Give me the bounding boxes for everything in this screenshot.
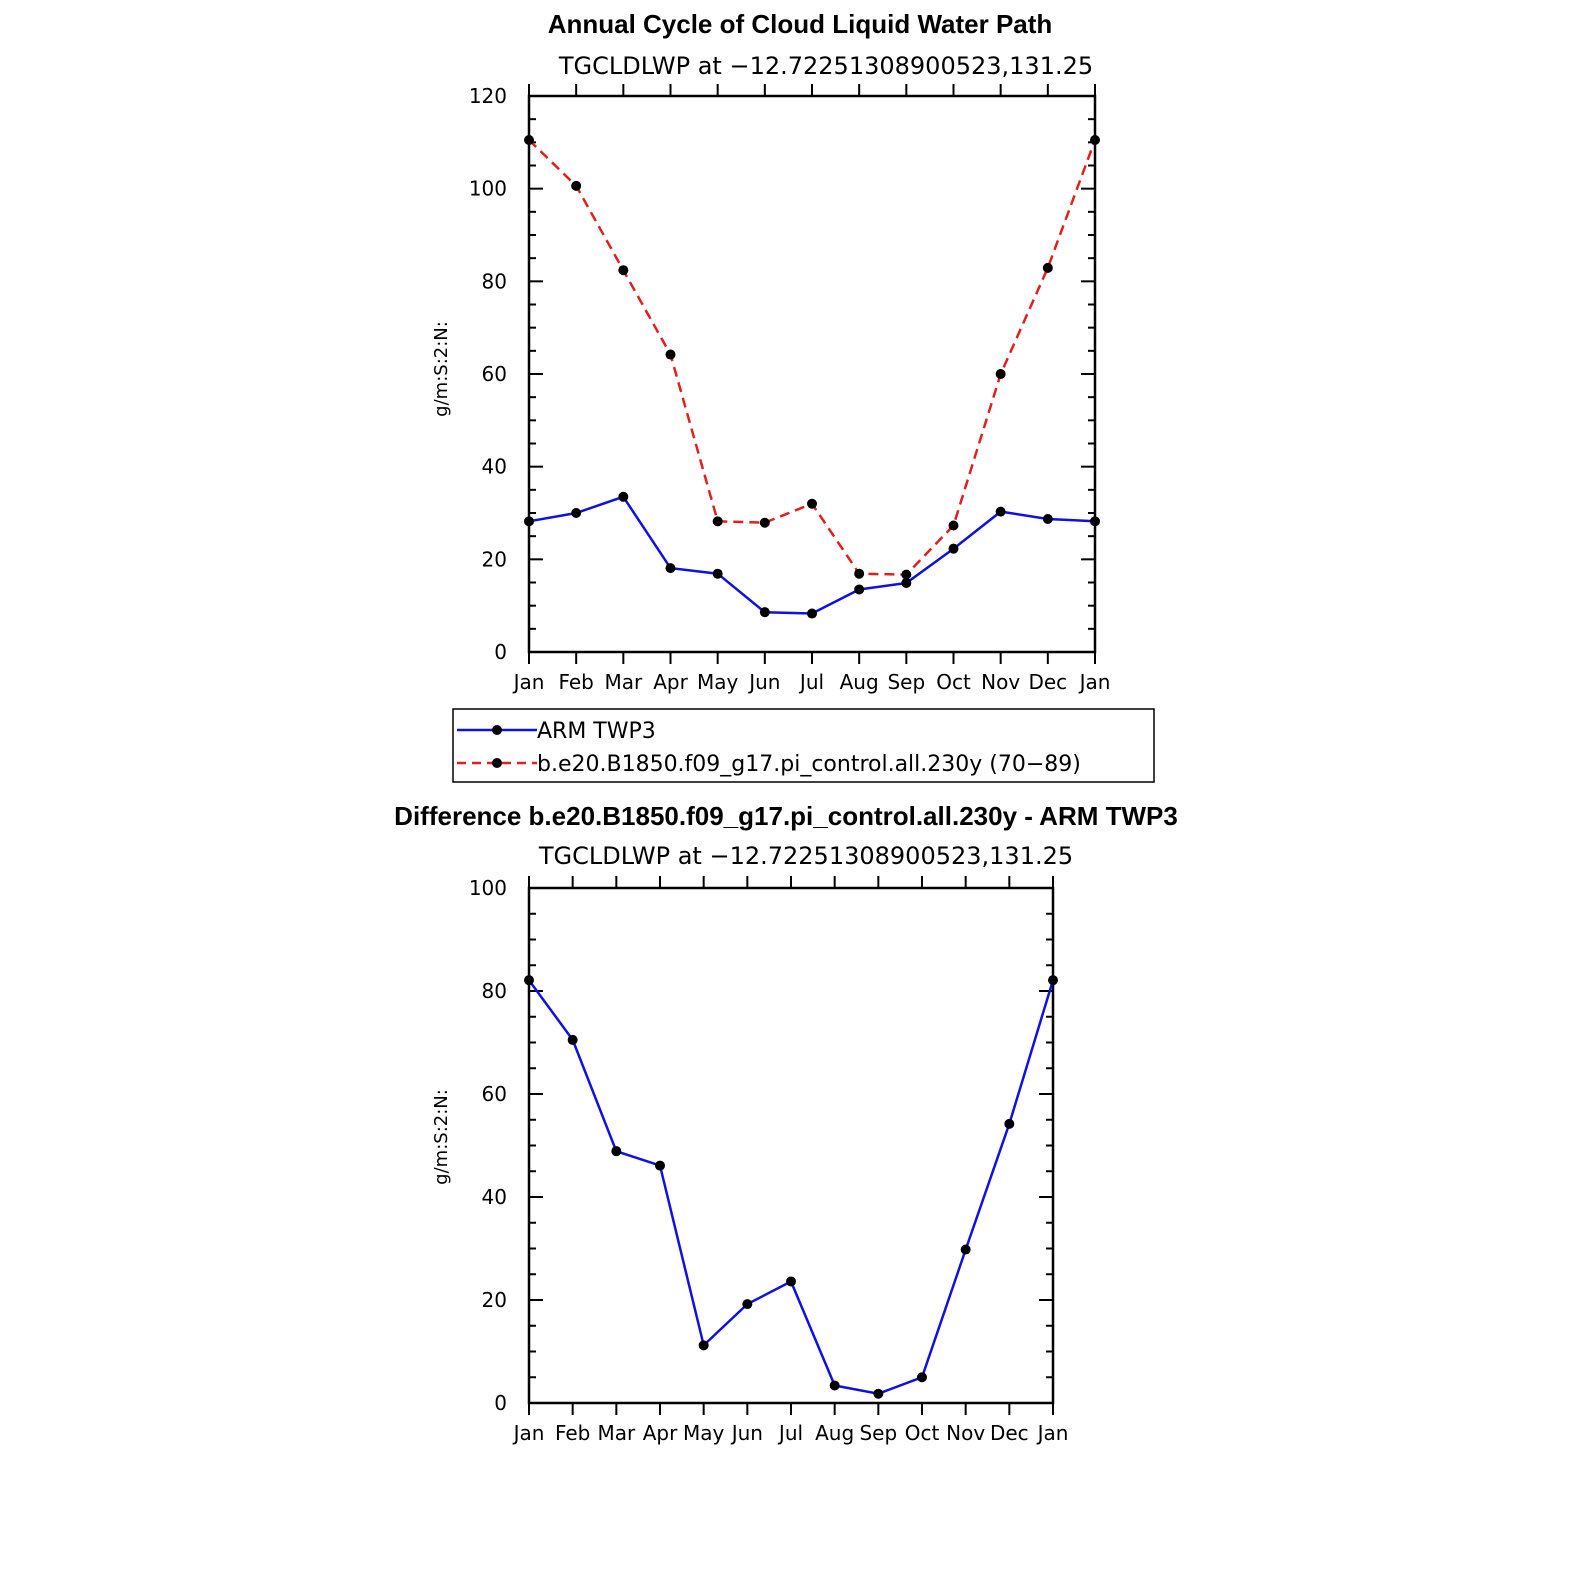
- y-tick-label: 40: [482, 1185, 507, 1209]
- legend-marker-model: [492, 758, 502, 768]
- x-tick-label: Jul: [777, 1421, 803, 1445]
- series-point-0: [742, 1299, 753, 1310]
- y-tick-label: 60: [482, 362, 507, 386]
- series-point-0: [854, 584, 865, 595]
- series-line-1: [528, 139, 1097, 576]
- chart-subtitle: TGCLDLWP at −12.72251308900523,131.25: [538, 842, 1073, 870]
- legend: ARM TWP3 b.e20.B1850.f09_g17.pi_control.…: [452, 708, 1155, 783]
- series-point-0: [786, 1276, 796, 1287]
- series-point-1: [901, 569, 912, 580]
- y-tick-label: 20: [482, 547, 507, 571]
- y-tick-label: 20: [482, 1288, 507, 1312]
- x-tick-label: Oct: [905, 1421, 940, 1445]
- series-point-0: [1042, 514, 1053, 525]
- x-tick-label: Jan: [1036, 1421, 1069, 1445]
- series-point-0: [829, 1380, 840, 1391]
- series-point-1: [759, 517, 770, 528]
- series-point-0: [901, 577, 912, 588]
- series-point-0: [948, 543, 959, 554]
- series-point-0: [759, 607, 770, 618]
- x-tick-label: Jan: [1078, 670, 1111, 694]
- series-point-1: [618, 265, 629, 276]
- series-point-0: [567, 1034, 578, 1045]
- y-tick-label: 0: [494, 1391, 507, 1415]
- series-point-0: [571, 508, 582, 518]
- y-tick-label: 120: [469, 84, 507, 108]
- y-tick-label: 60: [482, 1082, 507, 1106]
- series-point-0: [1090, 516, 1100, 527]
- x-tick-label: May: [697, 670, 739, 694]
- x-tick-label: Sep: [887, 670, 925, 694]
- y-tick-label: 0: [494, 640, 507, 664]
- x-tick-label: Nov: [981, 670, 1020, 694]
- series-point-0: [712, 568, 723, 579]
- legend-label-model: b.e20.B1850.f09_g17.pi_control.all.230y …: [537, 752, 1081, 777]
- chart-title: Difference b.e20.B1850.f09_g17.pi_contro…: [394, 801, 1178, 831]
- legend-label-arm-twp3: ARM TWP3: [537, 719, 656, 744]
- x-tick-label: Aug: [840, 670, 879, 694]
- y-axis-label: g/m:S:2:N:: [431, 1089, 452, 1185]
- x-tick-label: Jan: [512, 1421, 545, 1445]
- x-tick-label: Dec: [1028, 670, 1067, 694]
- x-tick-label: Mar: [604, 670, 643, 694]
- series-point-0: [1004, 1118, 1015, 1129]
- x-tick-label: Jun: [730, 1421, 763, 1445]
- series-point-1: [571, 180, 582, 191]
- chart-subtitle: TGCLDLWP at −12.72251308900523,131.25: [558, 52, 1093, 80]
- x-tick-label: Nov: [946, 1421, 985, 1445]
- series-point-0: [995, 506, 1006, 517]
- series-point-0: [960, 1244, 971, 1255]
- y-tick-label: 80: [482, 269, 507, 293]
- plot-frame: [527, 886, 1055, 1405]
- series-point-0: [873, 1388, 884, 1399]
- x-tick-label: Aug: [815, 1421, 854, 1445]
- x-tick-label: Dec: [990, 1421, 1029, 1445]
- series-line-0: [527, 979, 1055, 1395]
- chart-title: Annual Cycle of Cloud Liquid Water Path: [548, 9, 1053, 39]
- x-tick-label: Jun: [747, 670, 780, 694]
- series-point-0: [917, 1372, 927, 1383]
- x-tick-label: Apr: [643, 1421, 678, 1445]
- y-tick-label: 100: [469, 177, 507, 201]
- series-point-1: [948, 520, 959, 531]
- series-point-0: [807, 608, 817, 619]
- series-point-1: [712, 516, 723, 527]
- series-point-1: [665, 349, 676, 360]
- annual-cycle-chart: Annual Cycle of Cloud Liquid Water Path …: [431, 9, 1110, 694]
- series-point-1: [524, 135, 534, 146]
- legend-box: [452, 708, 1155, 783]
- series-point-0: [1048, 975, 1058, 986]
- series-point-0: [655, 1160, 665, 1171]
- y-tick-label: 40: [482, 455, 507, 479]
- series-point-1: [1042, 262, 1053, 273]
- series-point-0: [524, 516, 534, 527]
- series-point-0: [698, 1340, 709, 1351]
- x-tick-label: Sep: [859, 1421, 897, 1445]
- y-axis-label: g/m:S:2:N:: [431, 321, 452, 417]
- series-point-0: [665, 563, 676, 574]
- legend-marker-arm-twp3: [492, 725, 502, 735]
- x-tick-label: Mar: [597, 1421, 636, 1445]
- series-point-0: [611, 1146, 622, 1157]
- x-tick-label: Feb: [555, 1421, 590, 1445]
- series-point-0: [618, 491, 629, 502]
- x-tick-label: Feb: [558, 670, 593, 694]
- y-tick-label: 80: [482, 979, 507, 1003]
- series-point-1: [995, 369, 1006, 379]
- y-tick-label: 100: [469, 876, 507, 900]
- difference-chart: Difference b.e20.B1850.f09_g17.pi_contro…: [394, 801, 1178, 1445]
- series-point-1: [854, 568, 865, 579]
- plot-frame: [527, 94, 1097, 654]
- x-tick-label: May: [683, 1421, 725, 1445]
- series-point-0: [524, 975, 534, 986]
- x-tick-label: Oct: [936, 670, 971, 694]
- series-point-1: [1090, 135, 1100, 146]
- series-point-1: [807, 498, 817, 509]
- x-tick-label: Apr: [653, 670, 688, 694]
- x-tick-label: Jan: [512, 670, 545, 694]
- x-tick-label: Jul: [798, 670, 824, 694]
- series-line-0: [528, 495, 1096, 615]
